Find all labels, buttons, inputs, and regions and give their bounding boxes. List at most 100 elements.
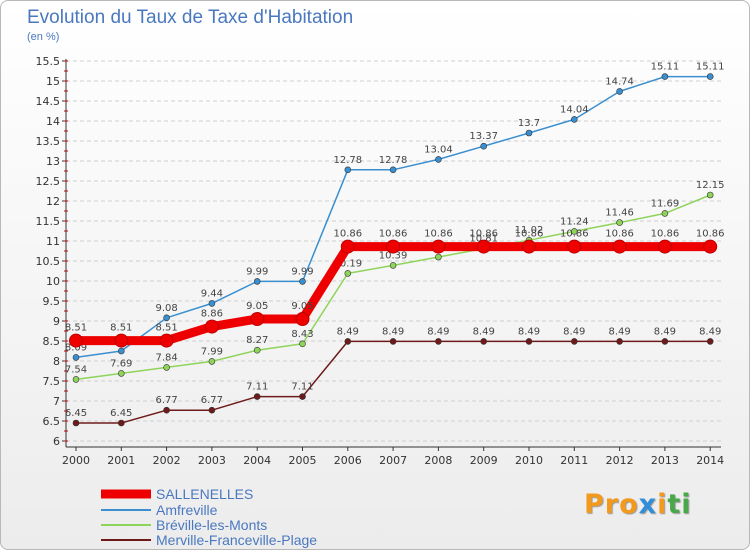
data-point <box>616 88 623 95</box>
legend-item: SALLENELLES <box>101 486 253 502</box>
data-label: 14.74 <box>605 76 634 87</box>
data-point <box>118 370 125 377</box>
data-point <box>706 73 714 80</box>
data-label: 9.05 <box>291 301 313 312</box>
y-tick-label: 13 <box>46 155 60 168</box>
data-label: 8.43 <box>291 329 313 340</box>
legend-label: Amfreville <box>156 502 218 518</box>
data-label: 13.37 <box>469 131 498 142</box>
y-tick-label: 10.5 <box>36 255 61 268</box>
data-label: 7.54 <box>65 364 87 375</box>
x-tick-label: 2002 <box>153 454 181 467</box>
data-label: 8.09 <box>65 342 87 353</box>
data-point <box>344 338 352 345</box>
x-tick-label: 2008 <box>424 454 452 467</box>
data-point <box>389 166 397 174</box>
data-label: 10.86 <box>696 229 725 240</box>
data-label: 10.86 <box>651 229 680 240</box>
data-label: 6.45 <box>65 408 87 419</box>
data-label: 8.49 <box>473 326 495 337</box>
x-tick-label: 2007 <box>379 454 407 467</box>
data-point <box>435 156 442 163</box>
legend-label: SALLENELLES <box>156 486 253 502</box>
x-tick-label: 2012 <box>606 454 634 467</box>
data-point <box>208 406 216 414</box>
data-label: 8.49 <box>337 326 359 337</box>
legend-item: Merville-Franceville-Plage <box>101 532 317 548</box>
data-label: 11.24 <box>560 216 589 227</box>
y-tick-label: 8 <box>53 355 60 368</box>
proxiti-logo: Proxiti <box>584 489 692 520</box>
data-point <box>253 346 261 354</box>
series-br-ville-les-monts: 7.547.697.847.998.278.4310.1910.3910.610… <box>65 180 725 383</box>
data-point <box>480 338 488 345</box>
y-tick-label: 11 <box>46 235 60 248</box>
data-label: 13.7 <box>518 118 540 129</box>
data-point <box>204 319 219 334</box>
data-point <box>208 300 216 307</box>
data-point <box>480 142 488 150</box>
data-label: 8.51 <box>65 323 87 334</box>
chart-title: Evolution du Taux de Taxe d'Habitation <box>27 7 354 28</box>
data-label: 8.49 <box>699 326 721 337</box>
data-point <box>114 333 129 348</box>
data-point <box>344 270 352 277</box>
legend-item: Bréville-les-Monts <box>101 517 267 533</box>
y-tick-label: 9.5 <box>43 295 61 308</box>
data-point <box>476 239 491 254</box>
data-label: 12.78 <box>333 155 362 166</box>
legend-label: Bréville-les-Monts <box>156 517 267 533</box>
data-label: 10.86 <box>333 229 362 240</box>
data-label: 8.49 <box>654 326 676 337</box>
data-label: 10.86 <box>560 229 589 240</box>
y-tick-label: 13.5 <box>36 135 61 148</box>
data-point <box>253 393 261 400</box>
data-label: 8.49 <box>427 326 449 337</box>
y-tick-label: 10 <box>46 275 60 288</box>
data-label: 10.81 <box>469 234 498 245</box>
data-label: 8.51 <box>110 323 132 334</box>
legend-item: Amfreville <box>101 502 218 518</box>
data-label: 9.99 <box>246 266 268 277</box>
data-label: 9.08 <box>155 303 177 314</box>
data-label: 9.05 <box>246 301 268 312</box>
data-label: 10.86 <box>424 229 453 240</box>
y-tick-label: 14 <box>46 115 60 128</box>
data-point <box>616 219 623 226</box>
y-tick-label: 15.5 <box>36 55 61 68</box>
data-label: 10.86 <box>515 229 544 240</box>
x-tick-label: 2010 <box>515 454 543 467</box>
data-point <box>567 239 582 254</box>
x-tick-label: 2001 <box>107 454 135 467</box>
data-label: 7.84 <box>155 352 177 363</box>
data-point <box>69 333 83 348</box>
data-point <box>163 314 170 322</box>
x-tick-label: 2013 <box>651 454 679 467</box>
data-label: 7.11 <box>246 382 268 393</box>
data-point <box>295 312 310 326</box>
data-point <box>163 406 170 414</box>
x-tick-label: 2009 <box>470 454 498 467</box>
data-label: 6.77 <box>155 395 177 406</box>
data-label: 10.19 <box>333 258 362 269</box>
data-label: 11.02 <box>515 225 544 236</box>
data-point <box>661 338 669 345</box>
data-point <box>299 340 306 348</box>
data-label: 8.49 <box>518 326 540 337</box>
data-label: 10.39 <box>379 250 408 261</box>
data-point <box>661 210 669 217</box>
data-label: 11.69 <box>651 198 680 209</box>
data-point <box>72 376 80 383</box>
data-label: 9.99 <box>291 266 313 277</box>
data-point <box>661 73 669 80</box>
x-tick-label: 2006 <box>334 454 362 467</box>
data-label: 8.86 <box>201 309 223 320</box>
x-tick-labels: 2000 2001 2002 2003 2004 2005 2006 2007 2008 2009… <box>62 454 724 467</box>
data-point <box>525 338 533 345</box>
data-point <box>386 239 401 254</box>
data-label: 15.11 <box>696 62 725 73</box>
data-point <box>389 338 397 345</box>
data-point <box>570 116 578 123</box>
